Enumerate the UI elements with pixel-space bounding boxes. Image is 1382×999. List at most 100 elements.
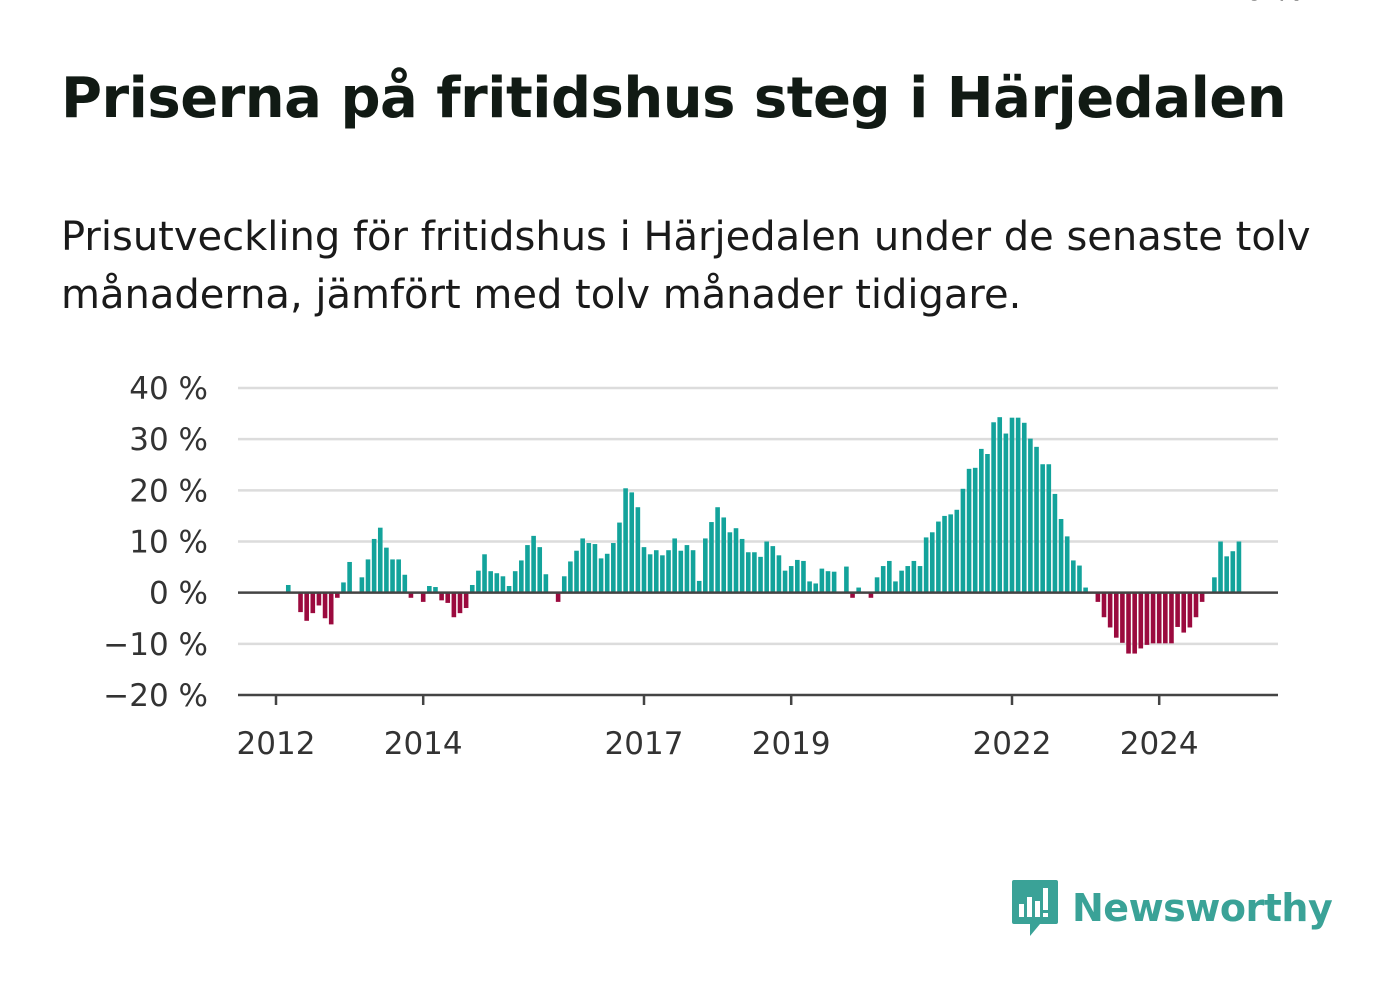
bar (396, 559, 401, 593)
bar (1212, 577, 1217, 593)
bar (328, 592, 334, 625)
bar (1144, 592, 1150, 645)
bar (365, 559, 371, 593)
bar (1040, 464, 1045, 593)
bar (899, 570, 904, 593)
bar (678, 550, 684, 593)
bar (298, 592, 303, 613)
bar (1071, 560, 1076, 593)
bar (1120, 592, 1125, 643)
bar (647, 554, 653, 593)
bar (1095, 592, 1101, 602)
bar (690, 550, 696, 593)
bar (1156, 592, 1162, 644)
bar (966, 468, 972, 593)
bar (917, 566, 923, 593)
bar (795, 559, 800, 593)
bar (629, 492, 635, 593)
bar (758, 556, 763, 593)
bar (1003, 433, 1009, 593)
bar (488, 571, 493, 593)
bar (1169, 592, 1174, 644)
bar (506, 586, 512, 593)
bar (653, 550, 659, 593)
bar (1175, 592, 1180, 627)
y-tick-label: 10 % (129, 525, 208, 561)
bar (721, 517, 727, 593)
bar (1064, 536, 1070, 593)
y-tick-label: −10 % (103, 627, 208, 663)
bar (936, 521, 941, 593)
bar (310, 592, 316, 614)
bar (476, 570, 481, 593)
bar (929, 532, 935, 593)
bar (660, 555, 665, 593)
bar (341, 582, 346, 593)
bar (617, 522, 622, 593)
bar (285, 584, 291, 593)
bar (433, 587, 438, 593)
bar (347, 561, 352, 593)
bar (531, 535, 536, 593)
bar (733, 528, 739, 593)
bar (1230, 551, 1236, 593)
bar (819, 568, 825, 593)
bar (543, 574, 549, 593)
bar (844, 566, 849, 593)
bar (316, 592, 322, 606)
bar (463, 592, 469, 609)
bar (427, 586, 432, 593)
bar (561, 576, 567, 593)
bar (420, 592, 426, 602)
bar (868, 592, 874, 598)
bar (782, 570, 788, 593)
bar (574, 550, 579, 593)
bar (1021, 422, 1027, 593)
bar (856, 587, 861, 593)
bar (1015, 417, 1021, 593)
bar (739, 538, 745, 593)
bar (611, 543, 616, 593)
tick-labels: −20 % −10 % 0 % 10 % 20 % 30 % 40 % 2012 2014 201… (103, 0, 1306, 762)
bar (672, 538, 677, 593)
bar (592, 544, 598, 593)
chart-subtitle: Prisutveckling för fritidshus i Härjedal… (61, 214, 1311, 318)
bar (377, 527, 383, 593)
bar (604, 553, 610, 593)
bar (1138, 592, 1144, 649)
bar (580, 538, 585, 593)
bar (709, 522, 714, 593)
bar (666, 550, 671, 593)
bar (1132, 592, 1137, 654)
y-tick-label: −20 % (103, 678, 208, 714)
bar (954, 509, 960, 593)
bar (887, 560, 892, 593)
bar (776, 555, 782, 593)
bar (402, 574, 408, 593)
bar (1052, 493, 1058, 593)
bar (923, 537, 929, 593)
bar (390, 559, 395, 593)
newsworthy-logo-icon (1012, 880, 1058, 936)
bar (1009, 417, 1015, 593)
bar (1187, 592, 1193, 628)
bar (752, 552, 757, 593)
bar (813, 583, 819, 593)
bar (641, 547, 647, 593)
bar (880, 566, 886, 593)
bar (525, 545, 530, 593)
bar (335, 592, 340, 598)
bar (494, 573, 500, 593)
bar (770, 546, 776, 593)
bar (1126, 592, 1131, 654)
bar (1218, 541, 1223, 593)
x-tick-label: 2014 (384, 726, 463, 762)
bar (457, 592, 463, 614)
bar (469, 584, 475, 593)
bar (801, 560, 806, 593)
bar (893, 581, 898, 593)
bar (598, 558, 604, 593)
bar (1034, 446, 1039, 593)
bar (1083, 587, 1088, 593)
